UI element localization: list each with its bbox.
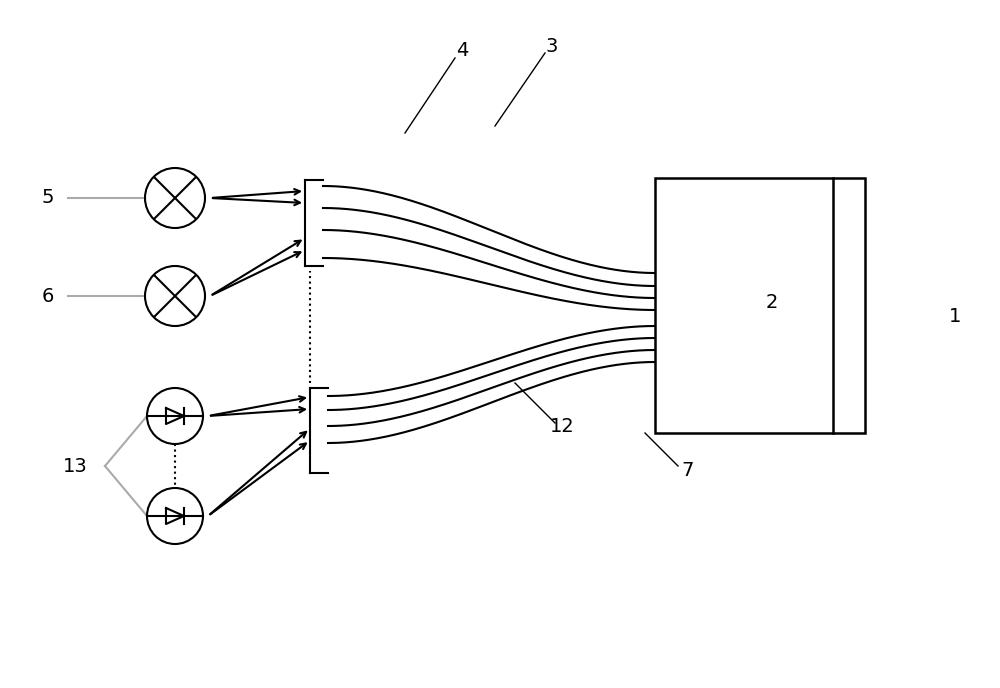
Text: 7: 7 [682,460,694,480]
Text: 1: 1 [949,306,961,325]
Text: 2: 2 [766,294,778,312]
Text: 13: 13 [63,457,87,475]
Text: 3: 3 [546,36,558,56]
Text: 6: 6 [42,286,54,305]
Text: 5: 5 [42,189,54,208]
Text: 4: 4 [456,41,468,59]
Bar [655,178,865,433]
Text: 12: 12 [550,416,574,436]
